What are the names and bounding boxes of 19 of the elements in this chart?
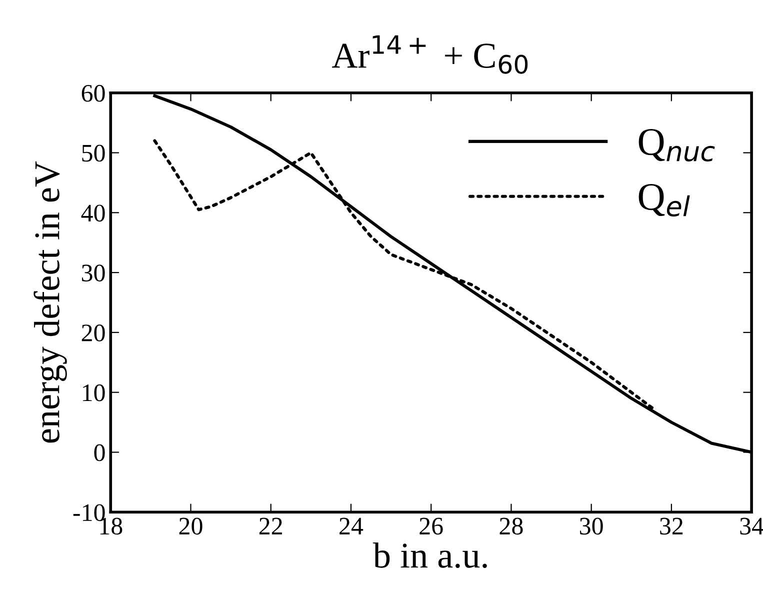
x-tick-label: 20 — [179, 518, 202, 535]
x-tick-label: 22 — [259, 518, 282, 534]
x-tick-label: 24 — [340, 518, 364, 534]
x-tick-label: 32 — [660, 518, 683, 535]
y-tick-label: 0 — [94, 444, 105, 462]
legend-label: Q$_{el}$ — [638, 184, 690, 216]
y-tick-label: 50 — [82, 144, 105, 162]
x-tick-label: 30 — [580, 518, 603, 535]
x-tick-label: 26 — [420, 518, 443, 535]
x-tick-label: 28 — [500, 518, 523, 535]
chart-title: Ar$^{14+}$ + C$_{60}$ — [332, 35, 528, 74]
legend-label: Q$_{nuc}$ — [638, 129, 715, 162]
y-tick-label: 40 — [81, 204, 105, 222]
y-tick-label: 10 — [82, 384, 105, 402]
y-tick-label: 30 — [82, 264, 105, 282]
y-axis-title: energy defect in eV — [34, 161, 67, 443]
x-axis-title: b in a.u. — [372, 542, 487, 568]
y-tick-label: 60 — [82, 84, 105, 102]
y-tick-label: 20 — [82, 324, 105, 342]
